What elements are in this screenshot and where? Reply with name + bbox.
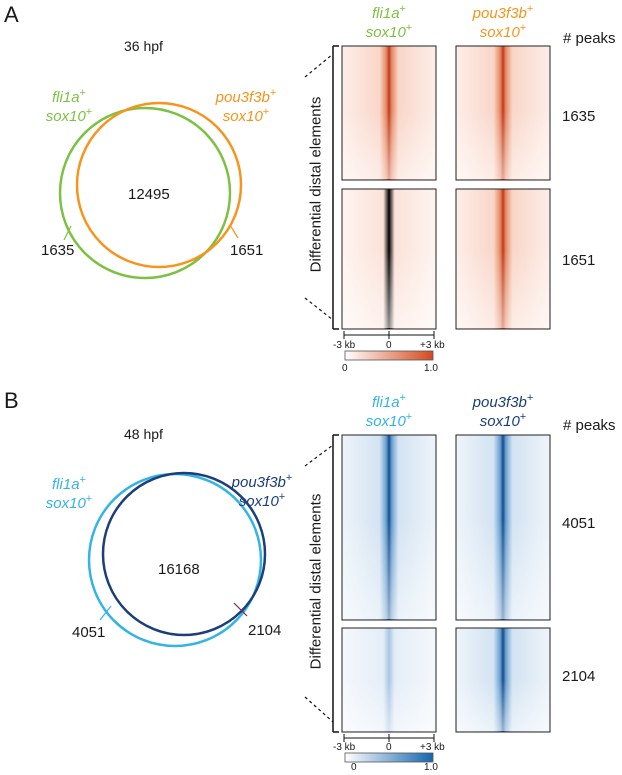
venn-right-only-count: 1651 (230, 242, 264, 259)
colorbar-min: 0 (351, 762, 357, 773)
axis-tick-left: -3 kb (333, 742, 356, 753)
colorbar-max: 1.0 (424, 363, 438, 374)
axis-tick-left: -3 kb (333, 340, 356, 351)
timepoint-label: 48 hpf (124, 426, 163, 442)
heatmap-column-header-pou3f3b: pou3f3b+ sox10+ (472, 3, 534, 42)
axis-tick-right: +3 kb (420, 340, 445, 351)
row-peak-count: 2104 (562, 668, 596, 685)
colorbar-red (344, 350, 434, 361)
venn-overlap-count: 12495 (128, 186, 170, 203)
leader-line (99, 605, 112, 621)
venn-right-only-count: 2104 (248, 622, 282, 639)
zoom-dashed-line (304, 444, 334, 467)
panel-letter-b: B (4, 388, 19, 413)
venn-circle-pou3f3b-48hpf (101, 471, 267, 637)
heatmap-column-header-pou3f3b: pou3f3b+ sox10+ (472, 392, 534, 431)
zoom-dashed-line (304, 53, 334, 78)
leader-line (229, 224, 239, 239)
timepoint-label: 36 hpf (124, 38, 163, 54)
genotype-label-fli1a: fli1a+ sox10+ (45, 87, 93, 126)
colorbar-blue (344, 752, 434, 763)
venn-left-only-count: 1635 (41, 242, 75, 259)
genotype-label-fli1a: fli1a+ sox10+ (45, 474, 93, 513)
row-peak-count: 1635 (562, 108, 596, 125)
venn-circle-pou3f3b-36hpf (75, 101, 243, 269)
genotype-label-pou3f3b: pou3f3b+ sox10+ (215, 87, 277, 126)
peaks-header: # peaks (563, 30, 616, 47)
axis-tick-center: 0 (386, 742, 392, 753)
peaks-header: # peaks (563, 417, 616, 434)
zoom-dashed-line (304, 297, 334, 321)
zoom-dashed-line (304, 696, 334, 723)
heatmap-column-header-fli1a: fli1a+ sox10+ (365, 392, 413, 431)
heatmap-column-header-fli1a: fli1a+ sox10+ (365, 3, 413, 42)
axis-tick-right: +3 kb (420, 742, 445, 753)
venn-left-only-count: 4051 (72, 624, 106, 641)
y-axis-label: Differential distal elements (307, 493, 325, 670)
row-peak-count: 4051 (562, 515, 596, 532)
leader-line (233, 602, 248, 617)
venn-overlap-count: 16168 (158, 561, 200, 578)
venn-circle-fli1a-36hpf (58, 106, 232, 280)
genotype-label-pou3f3b: pou3f3b+ sox10+ (231, 472, 293, 511)
axis-tick-center: 0 (386, 340, 392, 351)
colorbar-max: 1.0 (424, 762, 438, 773)
y-axis-label: Differential distal elements (307, 96, 325, 273)
colorbar-min: 0 (342, 363, 348, 374)
panel-letter-a: A (4, 2, 19, 27)
row-peak-count: 1651 (562, 252, 596, 269)
leader-line (63, 225, 72, 241)
